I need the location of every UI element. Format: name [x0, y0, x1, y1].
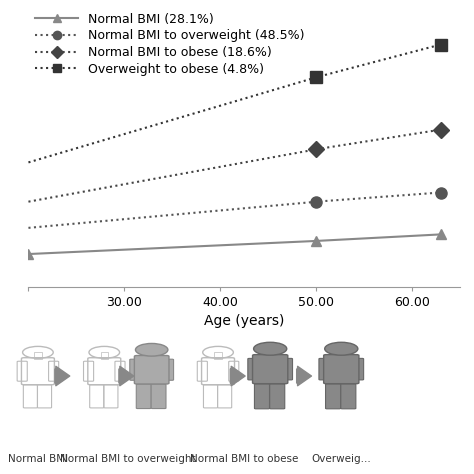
- FancyBboxPatch shape: [326, 384, 341, 409]
- FancyBboxPatch shape: [353, 358, 364, 380]
- FancyBboxPatch shape: [324, 355, 359, 383]
- Bar: [148, 350, 155, 356]
- Bar: [100, 352, 108, 359]
- FancyBboxPatch shape: [255, 384, 270, 409]
- FancyBboxPatch shape: [163, 359, 173, 380]
- FancyBboxPatch shape: [130, 359, 140, 380]
- Text: Normal BMI: Normal BMI: [8, 454, 68, 464]
- FancyBboxPatch shape: [136, 384, 151, 409]
- Bar: [266, 349, 274, 356]
- FancyBboxPatch shape: [319, 358, 329, 380]
- Text: Normal BMI to obese: Normal BMI to obese: [190, 454, 298, 464]
- X-axis label: Age (years): Age (years): [204, 314, 284, 328]
- FancyArrowPatch shape: [119, 366, 134, 386]
- Circle shape: [136, 344, 168, 356]
- FancyArrowPatch shape: [55, 366, 70, 386]
- FancyBboxPatch shape: [248, 358, 258, 380]
- Circle shape: [254, 342, 287, 355]
- Bar: [337, 349, 345, 356]
- FancyArrowPatch shape: [297, 366, 311, 386]
- FancyBboxPatch shape: [282, 358, 292, 380]
- FancyBboxPatch shape: [270, 384, 285, 409]
- Legend: Normal BMI (28.1%), Normal BMI to overweight (48.5%), Normal BMI to obese (18.6%: Normal BMI (28.1%), Normal BMI to overwe…: [35, 13, 305, 76]
- FancyBboxPatch shape: [135, 356, 169, 384]
- FancyBboxPatch shape: [151, 384, 166, 409]
- Text: Overweig...: Overweig...: [311, 454, 371, 464]
- FancyBboxPatch shape: [341, 384, 356, 409]
- Circle shape: [325, 342, 358, 355]
- Bar: [34, 352, 42, 359]
- Text: Normal BMI to overweight: Normal BMI to overweight: [60, 454, 196, 464]
- FancyBboxPatch shape: [253, 355, 288, 383]
- FancyArrowPatch shape: [230, 366, 245, 386]
- Bar: [214, 352, 222, 359]
